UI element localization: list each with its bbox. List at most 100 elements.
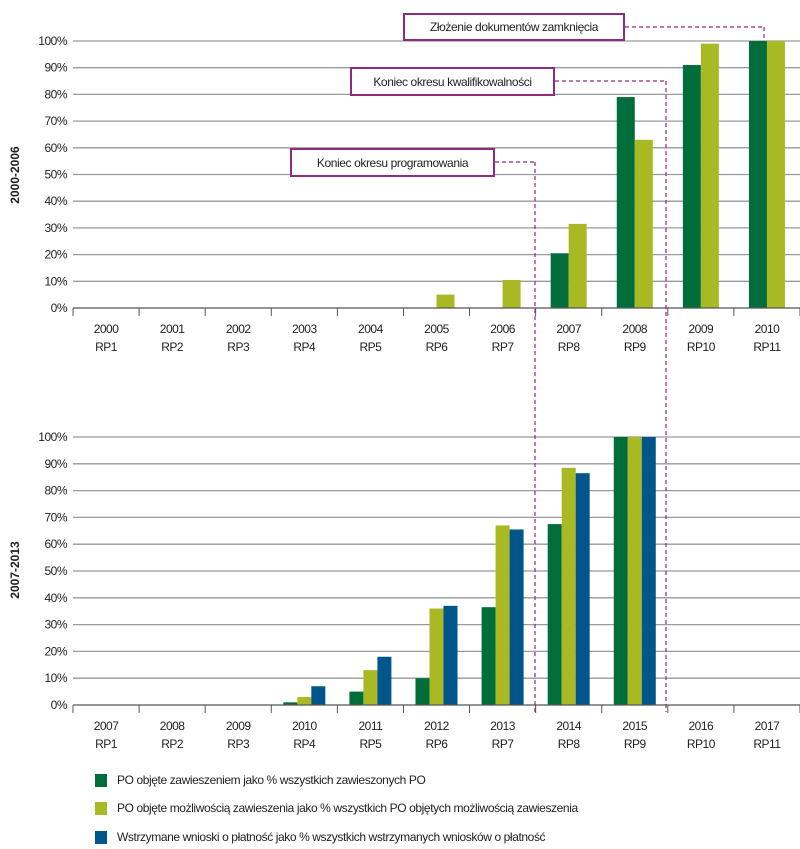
x-tick-label-period: RP10 [687, 737, 716, 751]
bar-2012-series-3 [443, 605, 458, 705]
y-tick-label: 10% [44, 671, 67, 685]
bar-2011-series-2 [363, 670, 378, 705]
legend-swatch-light-green [95, 801, 107, 815]
x-tick-label-year: 2009 [689, 322, 715, 336]
y-tick-label: 100% [38, 430, 68, 444]
y-tick-label: 70% [44, 114, 67, 128]
y-tick-label: 60% [44, 141, 67, 155]
x-tick-label-year: 2007 [556, 322, 582, 336]
x-tick-label-period: RP11 [753, 340, 781, 354]
bar-2014-series-2 [561, 467, 576, 705]
y-tick-label: 0% [51, 301, 68, 315]
x-tick-label-period: RP7 [492, 340, 515, 354]
x-tick-label-year: 2016 [689, 719, 715, 733]
bar-2014-series-1 [547, 524, 562, 705]
x-tick-label-period: RP4 [293, 340, 316, 354]
bar-2012-series-2 [429, 608, 444, 705]
x-tick-label-year: 2001 [160, 322, 186, 336]
x-tick-label-period: RP8 [558, 340, 581, 354]
y-axis-label: 2007-2013 [8, 541, 22, 599]
y-tick-label: 10% [44, 274, 67, 288]
y-tick-label: 80% [44, 484, 67, 498]
y-tick-label: 30% [44, 618, 67, 632]
x-tick-label-year: 2003 [292, 322, 318, 336]
annotation-programming-end: Koniec okresu programowania [290, 148, 495, 177]
bar-2007-series-1 [550, 253, 569, 308]
x-tick-label-period: RP1 [95, 340, 118, 354]
bar-2014-series-3 [575, 473, 590, 705]
legend-label: Wstrzymane wnioski o płatność jako % wsz… [117, 830, 546, 844]
x-tick-label-year: 2015 [622, 719, 648, 733]
x-tick-label-year: 2008 [622, 322, 648, 336]
bar-2015-series-3 [641, 437, 656, 705]
bar-2013-series-1 [481, 607, 496, 705]
bar-2012-series-1 [415, 678, 430, 705]
y-tick-label: 70% [44, 510, 67, 524]
y-tick-label: 60% [44, 537, 67, 551]
x-tick-label-year: 2013 [490, 719, 516, 733]
bar-2015-series-2 [627, 437, 642, 705]
x-tick-label-year: 2009 [226, 719, 252, 733]
legend-item-interrupted-payments: Wstrzymane wnioski o płatność jako % wsz… [95, 830, 546, 844]
y-tick-label: 90% [44, 61, 67, 75]
y-tick-label: 100% [38, 34, 68, 48]
x-tick-label-period: RP2 [161, 737, 184, 751]
y-tick-label: 80% [44, 87, 67, 101]
bar-2011-series-1 [349, 691, 364, 705]
bar-2010-series-2 [766, 41, 785, 308]
annotation-closure: Złożenie dokumentów zamknięcia [403, 13, 625, 41]
x-tick-label-year: 2007 [94, 719, 120, 733]
y-tick-label: 40% [44, 194, 67, 208]
y-tick-label: 0% [51, 698, 68, 712]
x-tick-label-period: RP10 [687, 340, 716, 354]
bar-2010-series-1 [748, 41, 767, 308]
x-tick-label-year: 2008 [160, 719, 186, 733]
legend-label: PO objęte możliwością zawieszenia jako %… [117, 801, 578, 815]
x-tick-label-period: RP9 [624, 737, 647, 751]
x-tick-label-year: 2004 [358, 322, 384, 336]
x-tick-label-period: RP5 [359, 340, 382, 354]
x-tick-label-period: RP7 [492, 737, 515, 751]
bar-2015-series-1 [613, 437, 628, 705]
x-tick-label-period: RP11 [753, 737, 781, 751]
x-tick-label-year: 2000 [94, 322, 120, 336]
x-tick-label-period: RP4 [293, 737, 316, 751]
x-tick-label-period: RP6 [426, 340, 449, 354]
bar-2010-series-1 [283, 702, 298, 705]
bar-2013-series-2 [495, 525, 510, 705]
x-tick-label-period: RP9 [624, 340, 647, 354]
legend-swatch-dark-green [95, 773, 107, 787]
x-tick-label-year: 2006 [490, 322, 516, 336]
legend-label: PO objęte zawieszeniem jako % wszystkich… [117, 773, 426, 787]
bar-2005-series-2 [436, 294, 455, 308]
bar-2009-series-1 [682, 65, 701, 308]
x-tick-label-year: 2014 [556, 719, 582, 733]
bar-2007-series-2 [568, 223, 587, 308]
bar-2010-series-2 [297, 696, 312, 705]
x-tick-label-year: 2002 [226, 322, 252, 336]
bar-2006-series-2 [502, 279, 521, 308]
y-tick-label: 30% [44, 221, 67, 235]
bar-2008-series-1 [616, 97, 635, 308]
bar-2011-series-3 [377, 656, 392, 705]
y-axis-label: 2000-2006 [8, 146, 22, 204]
x-tick-label-year: 2017 [755, 719, 781, 733]
x-tick-label-year: 2005 [424, 322, 450, 336]
x-tick-label-period: RP1 [95, 737, 118, 751]
x-tick-label-year: 2010 [755, 322, 781, 336]
y-tick-label: 50% [44, 564, 67, 578]
y-tick-label: 50% [44, 168, 67, 182]
y-tick-label: 40% [44, 591, 67, 605]
x-tick-label-period: RP3 [227, 737, 250, 751]
x-tick-label-year: 2010 [292, 719, 318, 733]
x-tick-label-year: 2012 [424, 719, 450, 733]
x-tick-label-period: RP8 [558, 737, 581, 751]
x-tick-label-period: RP5 [359, 737, 382, 751]
annotation-eligibility-end: Koniec okresu kwalifikowalności [350, 67, 555, 96]
y-tick-label: 90% [44, 457, 67, 471]
legend-item-suspended-op: PO objęte zawieszeniem jako % wszystkich… [95, 773, 426, 787]
x-tick-label-period: RP2 [161, 340, 184, 354]
bar-2013-series-3 [509, 529, 524, 705]
